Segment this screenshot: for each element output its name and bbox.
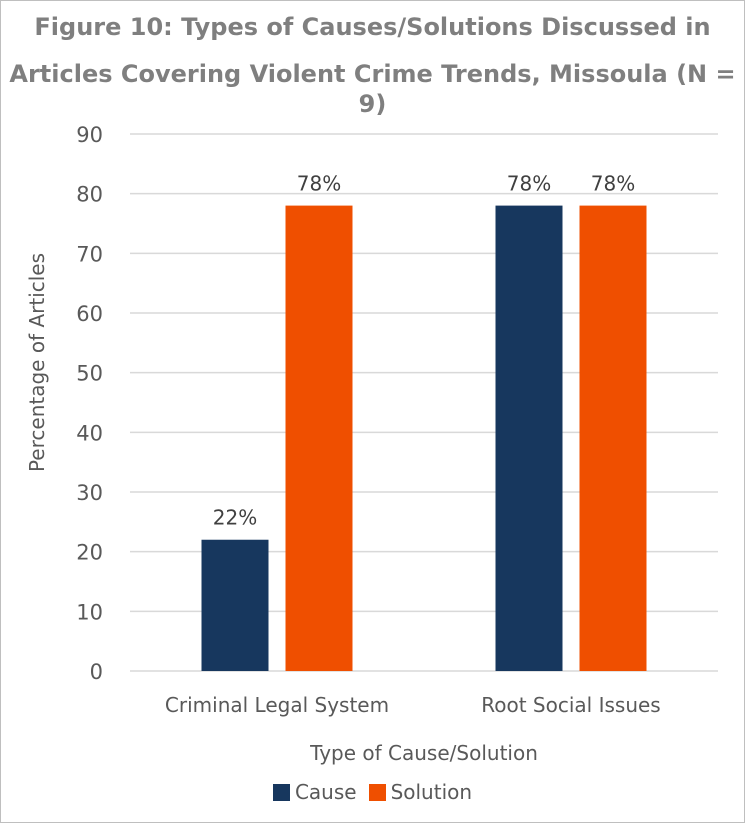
legend-item-cause: Cause <box>272 780 357 804</box>
bar-cause-2 <box>495 205 563 671</box>
data-label-cause-1: 22% <box>213 506 257 530</box>
y-tick-label-60: 60 <box>76 302 103 326</box>
bars <box>201 205 647 671</box>
y-tick-label-90: 90 <box>76 123 103 147</box>
x-category-label-2: Root Social Issues <box>481 693 660 717</box>
chart-title-line-1: Figure 10: Types of Causes/Solutions Dis… <box>34 13 711 41</box>
legend-swatch-solution <box>368 783 386 801</box>
bar-solution-1 <box>285 205 353 671</box>
legend-item-solution: Solution <box>368 780 473 804</box>
legend-label-solution: Solution <box>390 780 473 804</box>
y-tick-label-80: 80 <box>76 183 103 207</box>
y-tick-label-0: 0 <box>90 660 103 684</box>
data-label-solution-2: 78% <box>591 172 635 196</box>
data-label-solution-1: 78% <box>297 172 341 196</box>
y-axis-tick-labels: 0 10 20 30 40 50 60 70 80 90 <box>76 123 103 684</box>
legend: Cause Solution <box>0 780 745 804</box>
y-tick-label-30: 30 <box>76 481 103 505</box>
y-tick-label-40: 40 <box>76 421 103 445</box>
legend-label-cause: Cause <box>294 780 357 804</box>
bar-solution-2 <box>579 205 647 671</box>
chart-title-line-2: Articles Covering Violent Crime Trends, … <box>9 60 736 118</box>
x-axis-title: Type of Cause/Solution <box>309 741 538 765</box>
legend-swatch-cause <box>272 783 290 801</box>
y-tick-label-50: 50 <box>76 362 103 386</box>
bar-cause-1 <box>201 539 269 671</box>
x-category-label-1: Criminal Legal System <box>165 693 389 717</box>
y-tick-label-10: 10 <box>76 600 103 624</box>
y-tick-label-20: 20 <box>76 541 103 565</box>
x-axis-category-labels: Criminal Legal System Root Social Issues <box>165 693 661 717</box>
data-labels: 22% 78% 78% 78% <box>213 172 635 530</box>
data-label-cause-2: 78% <box>507 172 551 196</box>
y-axis-title: Percentage of Articles <box>25 253 49 472</box>
y-tick-label-70: 70 <box>76 242 103 266</box>
